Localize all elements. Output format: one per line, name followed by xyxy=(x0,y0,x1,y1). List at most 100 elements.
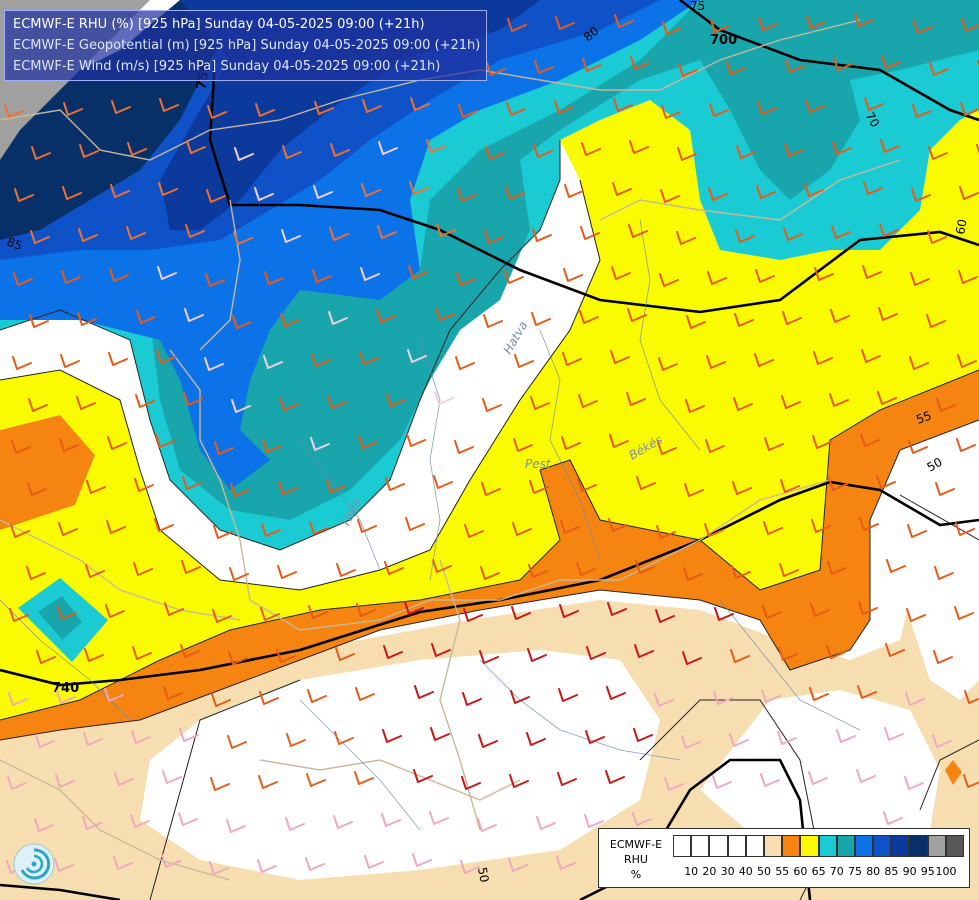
wind-barb xyxy=(306,773,326,787)
wind-barb xyxy=(377,225,397,239)
wind-barb xyxy=(27,482,47,496)
wind-barb xyxy=(59,438,79,452)
wind-barb xyxy=(333,815,353,829)
wind-barb xyxy=(829,393,849,407)
wind-barb xyxy=(676,231,696,245)
wind-barb xyxy=(514,354,534,368)
wind-barb xyxy=(933,650,953,664)
wind-barb xyxy=(556,856,576,870)
wind-barb xyxy=(107,436,127,450)
wind-barb xyxy=(184,308,204,322)
wind-barb xyxy=(954,606,974,620)
wind-barb xyxy=(664,777,684,791)
wind-barb xyxy=(260,607,280,621)
legend-tick: 70 xyxy=(829,865,844,878)
wind-barb xyxy=(414,685,434,699)
wind-barb xyxy=(735,229,755,243)
wind-barb xyxy=(906,608,926,622)
wind-barb xyxy=(410,97,430,111)
contour-label-50: 50 xyxy=(925,455,945,475)
wind-barb xyxy=(305,857,325,871)
wind-barb xyxy=(682,651,702,665)
wind-barb xyxy=(207,105,227,119)
legend-swatch xyxy=(709,835,728,857)
wind-barb xyxy=(55,774,75,788)
wind-barb xyxy=(186,140,206,154)
wind-barb xyxy=(627,308,647,322)
wind-barb xyxy=(880,139,900,153)
wind-barb xyxy=(531,312,551,326)
wind-barb xyxy=(359,351,379,365)
wind-barb xyxy=(886,559,906,573)
wind-barb xyxy=(31,146,51,160)
wind-barb xyxy=(84,648,104,662)
wind-barb xyxy=(754,353,774,367)
wind-barb xyxy=(783,227,803,241)
contour-label-50-south: 50 xyxy=(475,866,491,883)
wind-barb xyxy=(730,649,750,663)
wind-barb xyxy=(814,267,834,281)
wind-barb xyxy=(527,648,547,662)
legend-swatch xyxy=(927,835,946,857)
wind-barb xyxy=(309,521,329,535)
wind-barb xyxy=(510,690,530,704)
wind-barb xyxy=(927,230,947,244)
wind-barb xyxy=(961,18,979,32)
wind-barb xyxy=(183,392,203,406)
wind-barb xyxy=(863,181,883,195)
wind-barb xyxy=(686,315,706,329)
wind-barb xyxy=(558,688,578,702)
wind-barb xyxy=(578,394,598,408)
wind-barb xyxy=(9,608,29,622)
wind-barb xyxy=(7,776,27,790)
wind-barb xyxy=(580,226,600,240)
wind-barb xyxy=(781,395,801,409)
wind-barb xyxy=(610,350,630,364)
wind-barb xyxy=(635,560,655,574)
wind-barb xyxy=(181,560,201,574)
wind-barb xyxy=(164,602,184,616)
wind-barb xyxy=(454,440,474,454)
wind-barb xyxy=(763,521,783,535)
wind-barb xyxy=(760,773,780,787)
wind-barb xyxy=(214,441,234,455)
wind-barb xyxy=(233,231,253,245)
wind-barb xyxy=(261,523,281,537)
wind-barb xyxy=(8,692,28,706)
legend-title-model: ECMWF-E xyxy=(609,838,663,851)
wind-barb xyxy=(662,21,682,35)
rhu-60-65-band xyxy=(0,370,979,740)
wind-barb xyxy=(813,351,833,365)
wind-barb xyxy=(259,691,279,705)
wind-barb xyxy=(554,100,574,114)
wind-barb xyxy=(460,860,480,874)
wind-barb xyxy=(861,349,881,363)
wind-barb xyxy=(508,858,528,872)
wind-barb xyxy=(857,685,877,699)
wind-barb xyxy=(230,483,250,497)
wind-barb xyxy=(110,184,130,198)
legend-tick: 60 xyxy=(793,865,808,878)
wind-barb xyxy=(156,350,176,364)
legend-title: ECMWF-E RHU % xyxy=(601,837,671,882)
wind-barb xyxy=(582,58,602,72)
wind-barb xyxy=(310,437,330,451)
wind-barb xyxy=(330,143,350,157)
legend-swatch xyxy=(763,835,783,857)
rhu-orange-east-dot xyxy=(945,760,962,785)
wind-barb xyxy=(762,605,782,619)
wind-barb xyxy=(12,356,32,370)
wind-barb xyxy=(308,605,328,619)
wind-barb xyxy=(82,816,102,830)
wind-barb xyxy=(714,607,734,621)
wind-barb xyxy=(764,437,784,451)
wind-barb xyxy=(77,312,97,326)
place-label-pest: Pest xyxy=(525,457,552,471)
wind-barb xyxy=(79,144,99,158)
wind-barb xyxy=(959,186,979,200)
wind-barb xyxy=(226,819,246,833)
wind-barb xyxy=(227,735,247,749)
wind-barb xyxy=(780,479,800,493)
wind-barb xyxy=(632,812,652,826)
wind-barb xyxy=(805,99,825,113)
